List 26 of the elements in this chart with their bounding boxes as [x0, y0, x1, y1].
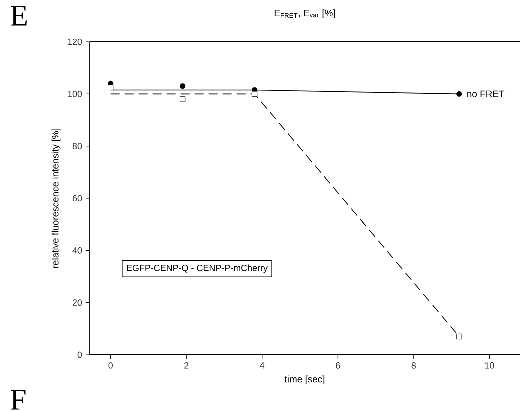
x-tick-label: 4	[260, 362, 265, 369]
x-tick-label: 0	[108, 362, 113, 369]
y-tick-label: 100	[68, 90, 82, 98]
text: E	[11, 6, 27, 26]
x-tick-label: 8	[412, 362, 416, 369]
series-label: no FRET	[468, 90, 505, 98]
text: F	[11, 390, 26, 410]
y-tick-label: 0	[78, 352, 82, 358]
y-tick-label: 120	[68, 38, 82, 46]
annotation: EGFP-CENP-Q - CENP-P-mCherry	[127, 264, 268, 274]
chart-title: E$_{FRET}$, E$_{var}$ [%]	[274, 10, 336, 19]
point	[456, 334, 462, 340]
x-tick-label: 10	[485, 362, 494, 369]
x-axis-title: time [sec]	[284, 376, 325, 385]
point	[108, 84, 114, 90]
y-axis-title: relative fluorescence intensity [%]	[52, 128, 61, 268]
point	[456, 91, 462, 97]
y-tick-label: 80	[72, 143, 82, 150]
point	[180, 84, 186, 90]
point	[180, 96, 186, 102]
y-tick-label: 60	[72, 195, 82, 202]
x-tick-label: 6	[336, 362, 340, 369]
point	[252, 91, 258, 97]
y-tick-label: 20	[72, 300, 82, 306]
y-tick-label: 40	[72, 247, 82, 254]
x-tick-label: 2	[184, 362, 189, 369]
